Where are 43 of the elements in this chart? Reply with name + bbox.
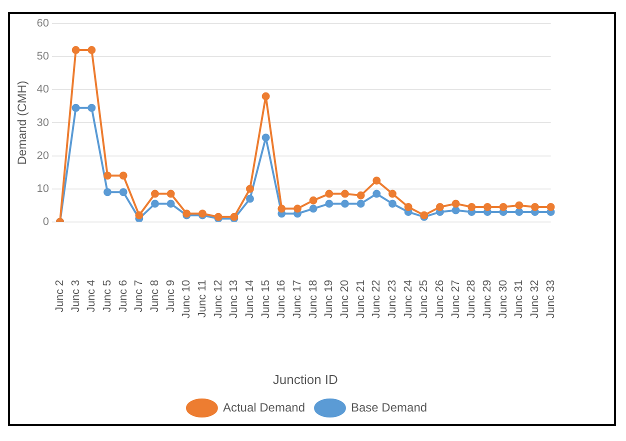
x-tick-label: Junc 9 [164,280,177,312]
legend-label: Actual Demand [222,400,306,414]
x-tick-label: Junc 4 [86,280,98,312]
x-tick-label: Junc 16 [276,280,288,318]
x-tick-label: Junc 27 [450,280,462,318]
x-tick-label: Junc 30 [497,280,510,318]
x-tick-label: Junc 24 [402,280,414,318]
x-tick-label: Junc 29 [482,280,494,318]
x-axis-title: Junction ID [272,372,338,387]
x-tick-label: Junc 12 [212,280,224,318]
x-tick-label: Junc 28 [466,280,478,318]
x-tick-label: Junc 19 [323,280,336,318]
x-tick-label: Junc 3 [70,280,82,312]
y-tick-label: 30 [36,116,49,129]
x-tick-label: Junc 31 [513,280,526,318]
x-tick-label: Junc 2 [54,280,66,312]
y-tick-label: 50 [36,50,49,63]
y-tick-label: 40 [36,84,49,96]
x-tick-label: Junc 18 [307,280,320,318]
x-tick-label: Junc 17 [292,280,304,318]
x-tick-label: Junc 11 [196,280,209,318]
x-tick-label: Junc 7 [133,280,146,312]
x-tick-label: Junc 20 [339,280,352,318]
x-tick-label: Junc 5 [102,280,114,312]
y-tick-label: 10 [36,182,49,195]
y-tick-label: 60 [36,18,49,30]
y-tick-label: 0 [42,216,49,228]
x-tick-label: Junc 26 [434,280,446,318]
y-tick-label: 20 [36,150,49,162]
x-tick-label: Junc 6 [117,280,130,312]
x-tick-label: Junc 10 [180,280,193,318]
legend-label: Base Demand [351,400,428,414]
x-tick-label: Junc 33 [544,280,557,318]
x-tick-label: Junc 13 [228,280,240,318]
x-tick-label: Junc 8 [149,280,162,312]
y-axis-title: Demand (CMH) [14,80,29,165]
x-tick-label: Junc 25 [418,280,430,318]
x-tick-label: Junc 21 [354,280,367,318]
x-tick-label: Junc 14 [244,280,256,318]
x-tick-label: Junc 23 [386,280,399,318]
x-tick-label: Junc 22 [370,280,383,318]
x-tick-label: Junc 32 [529,280,541,318]
x-tick-label: Junc 15 [260,280,272,318]
